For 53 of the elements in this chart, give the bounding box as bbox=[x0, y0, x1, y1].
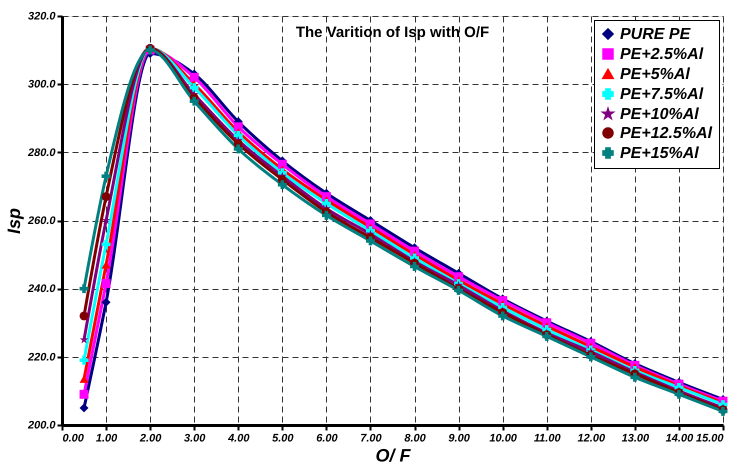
y-tick-label: 320.0 bbox=[28, 10, 56, 22]
point bbox=[366, 236, 375, 246]
x-tick-label: 12.00 bbox=[578, 432, 606, 444]
y-tick-label: 240.0 bbox=[26, 283, 56, 296]
point bbox=[630, 372, 640, 382]
point bbox=[498, 311, 508, 320]
x-tick-label: 3.00 bbox=[184, 432, 206, 444]
y-tick-label: 220.0 bbox=[26, 351, 56, 364]
x-tick-label: 9.00 bbox=[448, 432, 471, 444]
x-tick-label: 5.00 bbox=[272, 432, 294, 444]
point bbox=[410, 262, 420, 271]
point bbox=[102, 298, 111, 307]
point bbox=[102, 279, 111, 288]
x-tick-label: 6.00 bbox=[316, 432, 338, 444]
point bbox=[102, 192, 111, 202]
legend-label: PE+12.5%Al bbox=[620, 125, 713, 142]
legend-label: PURE PE bbox=[620, 26, 692, 43]
x-tick-label: 1.00 bbox=[96, 432, 118, 444]
y-tick-label: 280.0 bbox=[26, 146, 56, 159]
y-tick-label: 200.0 bbox=[26, 420, 56, 432]
x-tick-label: 4.00 bbox=[227, 432, 250, 444]
x-tick-label: 7.00 bbox=[360, 432, 383, 444]
x-tick-label: 10.00 bbox=[489, 432, 518, 444]
point bbox=[322, 210, 331, 220]
y-axis-title: Isp bbox=[4, 208, 24, 234]
legend-label: PE+10%Al bbox=[620, 106, 700, 123]
point bbox=[190, 72, 199, 82]
x-tick-label: 0.00 bbox=[62, 432, 85, 444]
x-axis-title: O/ F bbox=[376, 446, 412, 466]
text: The Varition of Isp with O/F bbox=[296, 24, 490, 41]
y-tick-label: 300.0 bbox=[28, 78, 56, 91]
point bbox=[278, 180, 287, 190]
x-tick-label: 15.00 bbox=[696, 432, 724, 444]
legend-label: PE+2.5%Al bbox=[620, 46, 704, 63]
legend-label: PE+15%Al bbox=[620, 145, 700, 162]
legend-label: PE+5%Al bbox=[620, 66, 690, 83]
x-tick-label: 8.00 bbox=[404, 432, 427, 444]
x-tick-label: 13.00 bbox=[622, 432, 650, 444]
point bbox=[80, 403, 89, 412]
point bbox=[80, 284, 89, 294]
y-tick-label: 260.0 bbox=[26, 215, 56, 227]
point bbox=[102, 240, 111, 249]
point bbox=[102, 172, 111, 181]
point bbox=[190, 96, 199, 106]
point bbox=[80, 311, 89, 320]
x-tick-label: 11.00 bbox=[534, 432, 562, 444]
point bbox=[234, 144, 243, 154]
x-tick-label: 2.00 bbox=[138, 432, 162, 444]
point bbox=[190, 83, 199, 92]
point bbox=[80, 390, 89, 399]
legend-label: PE+7.5%Al bbox=[620, 86, 704, 103]
point bbox=[80, 356, 89, 365]
x-tick-label: 14.00 bbox=[666, 432, 694, 444]
